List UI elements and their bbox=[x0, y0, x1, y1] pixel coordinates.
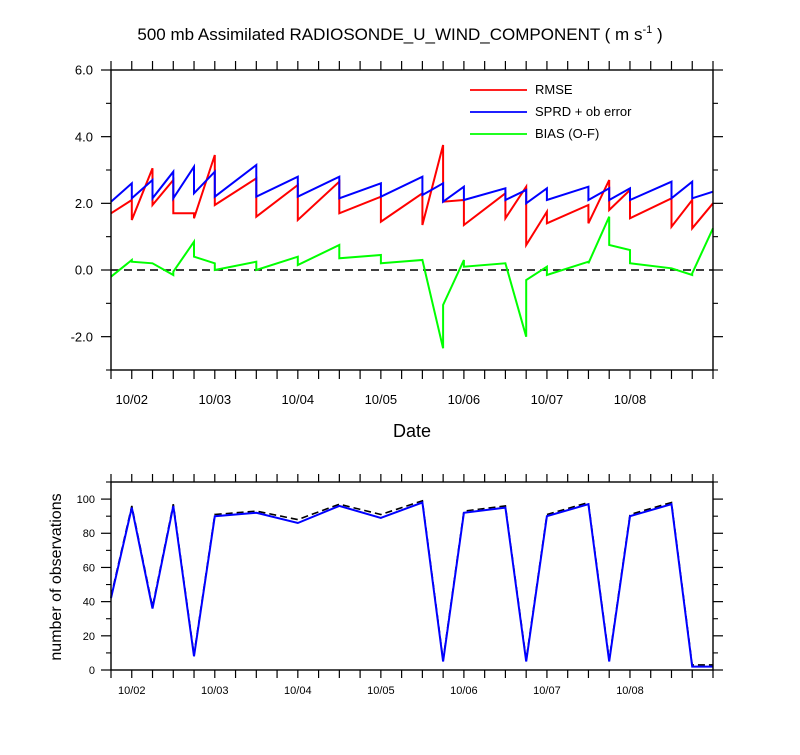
bottom-ytick-label: 80 bbox=[83, 528, 95, 540]
bottom-xtick-label: 10/03 bbox=[201, 685, 229, 697]
chart-title-superscript: -1 bbox=[642, 24, 652, 36]
top-xtick-label: 10/05 bbox=[365, 392, 398, 407]
top-ytick-label: 4.0 bbox=[75, 129, 93, 144]
legend-label-bias: BIAS (O-F) bbox=[535, 126, 599, 141]
bottom-ytick-label: 0 bbox=[89, 665, 95, 677]
top-series-line-0 bbox=[110, 144, 714, 249]
top-xtick-label: 10/07 bbox=[531, 392, 564, 407]
chart-title-main: 500 mb Assimilated RADIOSONDE_U_WIND_COM… bbox=[137, 25, 642, 44]
bottom-chart: 0 20 40 60 80 100 10/02 10/03 10/04 10/05 10/06 10/… bbox=[48, 474, 723, 697]
bottom-ytick-label: 100 bbox=[77, 494, 95, 506]
top-series-layer bbox=[110, 144, 714, 349]
top-xtick-label: 10/08 bbox=[614, 392, 647, 407]
chart-title-suffix: ) bbox=[652, 25, 662, 44]
top-ytick-label: -2.0 bbox=[71, 329, 93, 344]
bottom-series-line-0 bbox=[110, 499, 713, 666]
y-axis-label: number of observations bbox=[48, 493, 65, 660]
legend: RMSE SPRD + ob error BIAS (O-F) bbox=[470, 82, 632, 141]
bottom-ytick-label: 20 bbox=[83, 631, 95, 643]
bottom-xtick-label: 10/04 bbox=[284, 685, 312, 697]
bottom-axes-layer: 0 20 40 60 80 100 10/02 10/03 10/04 10/05 10/06 10/… bbox=[77, 474, 723, 697]
top-axes-layer: -2.0 0.0 2.0 4.0 6.0 10/02 10/03 10/04 10/05 10/0… bbox=[71, 61, 723, 407]
top-xtick-label: 10/03 bbox=[199, 392, 232, 407]
bottom-plot-frame bbox=[110, 481, 714, 671]
chart-title: 500 mb Assimilated RADIOSONDE_U_WIND_COM… bbox=[137, 24, 662, 44]
top-ytick-label: 0.0 bbox=[75, 263, 93, 278]
bottom-xtick-label: 10/07 bbox=[533, 685, 561, 697]
bottom-xtick-label: 10/06 bbox=[450, 685, 478, 697]
bottom-series-line-1 bbox=[110, 501, 713, 668]
top-xtick-label: 10/06 bbox=[448, 392, 481, 407]
bottom-xtick-label: 10/05 bbox=[367, 685, 395, 697]
top-plot-frame bbox=[110, 69, 714, 371]
top-ytick-label: 2.0 bbox=[75, 196, 93, 211]
bottom-xtick-label: 10/08 bbox=[616, 685, 644, 697]
top-ytick-label: 6.0 bbox=[75, 63, 93, 78]
bottom-xtick-label: 10/02 bbox=[118, 685, 146, 697]
bottom-ytick-label: 40 bbox=[83, 597, 95, 609]
legend-label-rmse: RMSE bbox=[535, 82, 573, 97]
top-series-line-1 bbox=[110, 162, 714, 206]
top-xtick-label: 10/02 bbox=[115, 392, 148, 407]
top-chart: 500 mb Assimilated RADIOSONDE_U_WIND_COM… bbox=[71, 24, 723, 441]
x-axis-label: Date bbox=[393, 421, 431, 441]
top-xtick-label: 10/04 bbox=[282, 392, 315, 407]
bottom-series-layer bbox=[110, 499, 713, 668]
legend-label-sprd: SPRD + ob error bbox=[535, 104, 632, 119]
top-series-line-2 bbox=[110, 216, 714, 349]
bottom-ytick-label: 60 bbox=[83, 562, 95, 574]
